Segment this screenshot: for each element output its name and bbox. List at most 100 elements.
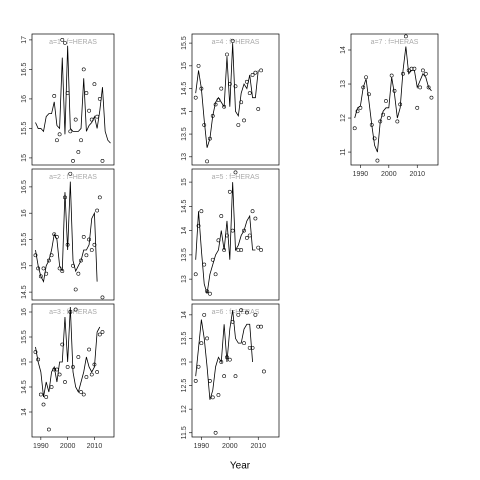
x-tick-label: 1990 (33, 443, 49, 450)
y-tick-label: 14.5 (21, 380, 28, 394)
observation-point (372, 136, 377, 141)
observation-point (76, 355, 81, 359)
observation-point (95, 208, 100, 213)
observation-point (236, 312, 241, 317)
y-tick-label: 14 (181, 311, 188, 319)
x-tick-label: 2010 (87, 443, 103, 450)
y-tick-label: 13 (181, 275, 188, 283)
observation-point (239, 308, 244, 313)
x-tick-label: 2000 (60, 443, 76, 450)
observation-point (57, 266, 62, 271)
panel-title: a=4 : f=HERAS (212, 39, 260, 46)
observation-point (97, 97, 102, 101)
observation-point (216, 393, 221, 397)
y-tick-label: 13 (181, 153, 188, 161)
observation-point (250, 345, 255, 350)
observation-point (389, 73, 394, 78)
observation-point (52, 367, 57, 372)
y-tick-label: 16 (21, 95, 28, 103)
observation-point (68, 129, 73, 134)
observation-point (205, 336, 209, 341)
observation-point (233, 170, 238, 175)
panel-frame (31, 303, 115, 438)
observation-point (89, 117, 94, 122)
observation-point (386, 116, 391, 120)
y-tick-label: 15.5 (181, 36, 188, 50)
observation-point (409, 66, 414, 71)
observation-point (87, 237, 91, 242)
observation-point (378, 119, 383, 124)
observation-point (36, 266, 41, 271)
panel-title: a=2 : f=HERAS (49, 174, 97, 181)
y-tick-label: 15 (21, 154, 28, 162)
observation-point (89, 248, 94, 252)
observation-point (219, 214, 224, 218)
observation-point (256, 245, 261, 250)
observation-point (236, 123, 241, 127)
observation-point (401, 71, 405, 76)
panel-title: a=5 : f=HERAS (212, 174, 260, 181)
observation-point (352, 126, 357, 131)
panel-frame (31, 168, 115, 301)
observation-point (375, 158, 380, 163)
observation-point (68, 171, 73, 176)
y-tick-label: 14 (21, 408, 28, 416)
observation-point (100, 158, 105, 163)
observation-point (100, 330, 105, 334)
y-tick-label: 12 (181, 405, 188, 413)
fit-line (195, 182, 256, 294)
y-tick-label: 15 (181, 178, 188, 186)
observation-point (49, 385, 54, 389)
observation-point (213, 272, 218, 277)
observation-point (33, 253, 38, 258)
observation-point (81, 234, 86, 239)
observation-point (429, 95, 434, 100)
observation-point (369, 122, 374, 127)
observation-point (71, 365, 75, 369)
observation-point (92, 242, 97, 247)
x-tick-label: 2000 (222, 443, 238, 450)
observation-point (84, 91, 89, 95)
observation-point (213, 102, 218, 107)
observation-point (57, 132, 62, 137)
observation-point (406, 68, 411, 73)
panel-frame (191, 168, 280, 301)
observation-point (256, 324, 261, 329)
observation-point (208, 378, 212, 383)
observation-point (216, 98, 221, 102)
y-tick-label: 15 (181, 62, 188, 70)
observation-point (60, 342, 65, 347)
observation-point (230, 38, 235, 43)
observation-point (247, 233, 252, 238)
observation-point (222, 248, 227, 252)
x-tick-label: 2000 (381, 171, 397, 178)
panel-frame (350, 33, 439, 166)
observation-point (55, 367, 59, 372)
observation-point (242, 341, 246, 346)
observation-point (415, 105, 420, 110)
observation-point (199, 209, 204, 214)
observation-point (52, 94, 57, 98)
y-tick-label: 13 (181, 358, 188, 366)
observation-point (242, 118, 246, 123)
x-tick-label: 1990 (353, 171, 369, 178)
observation-point (244, 310, 249, 315)
observation-point (202, 262, 207, 267)
observation-point (242, 228, 246, 233)
observation-point (247, 91, 252, 96)
y-tick-label: 12 (340, 114, 347, 122)
observation-point (196, 63, 201, 68)
y-tick-label: 12.5 (181, 379, 188, 393)
y-tick-label: 11 (340, 148, 347, 155)
observation-point (210, 395, 215, 400)
observation-point (253, 312, 258, 317)
observation-point (46, 427, 51, 432)
observation-point (44, 395, 49, 399)
observation-point (213, 430, 218, 435)
observation-point (364, 75, 368, 80)
observation-point (52, 232, 57, 237)
observation-point (95, 370, 100, 374)
observation-point (205, 289, 209, 294)
observation-point (403, 34, 408, 39)
observation-point (57, 372, 62, 377)
